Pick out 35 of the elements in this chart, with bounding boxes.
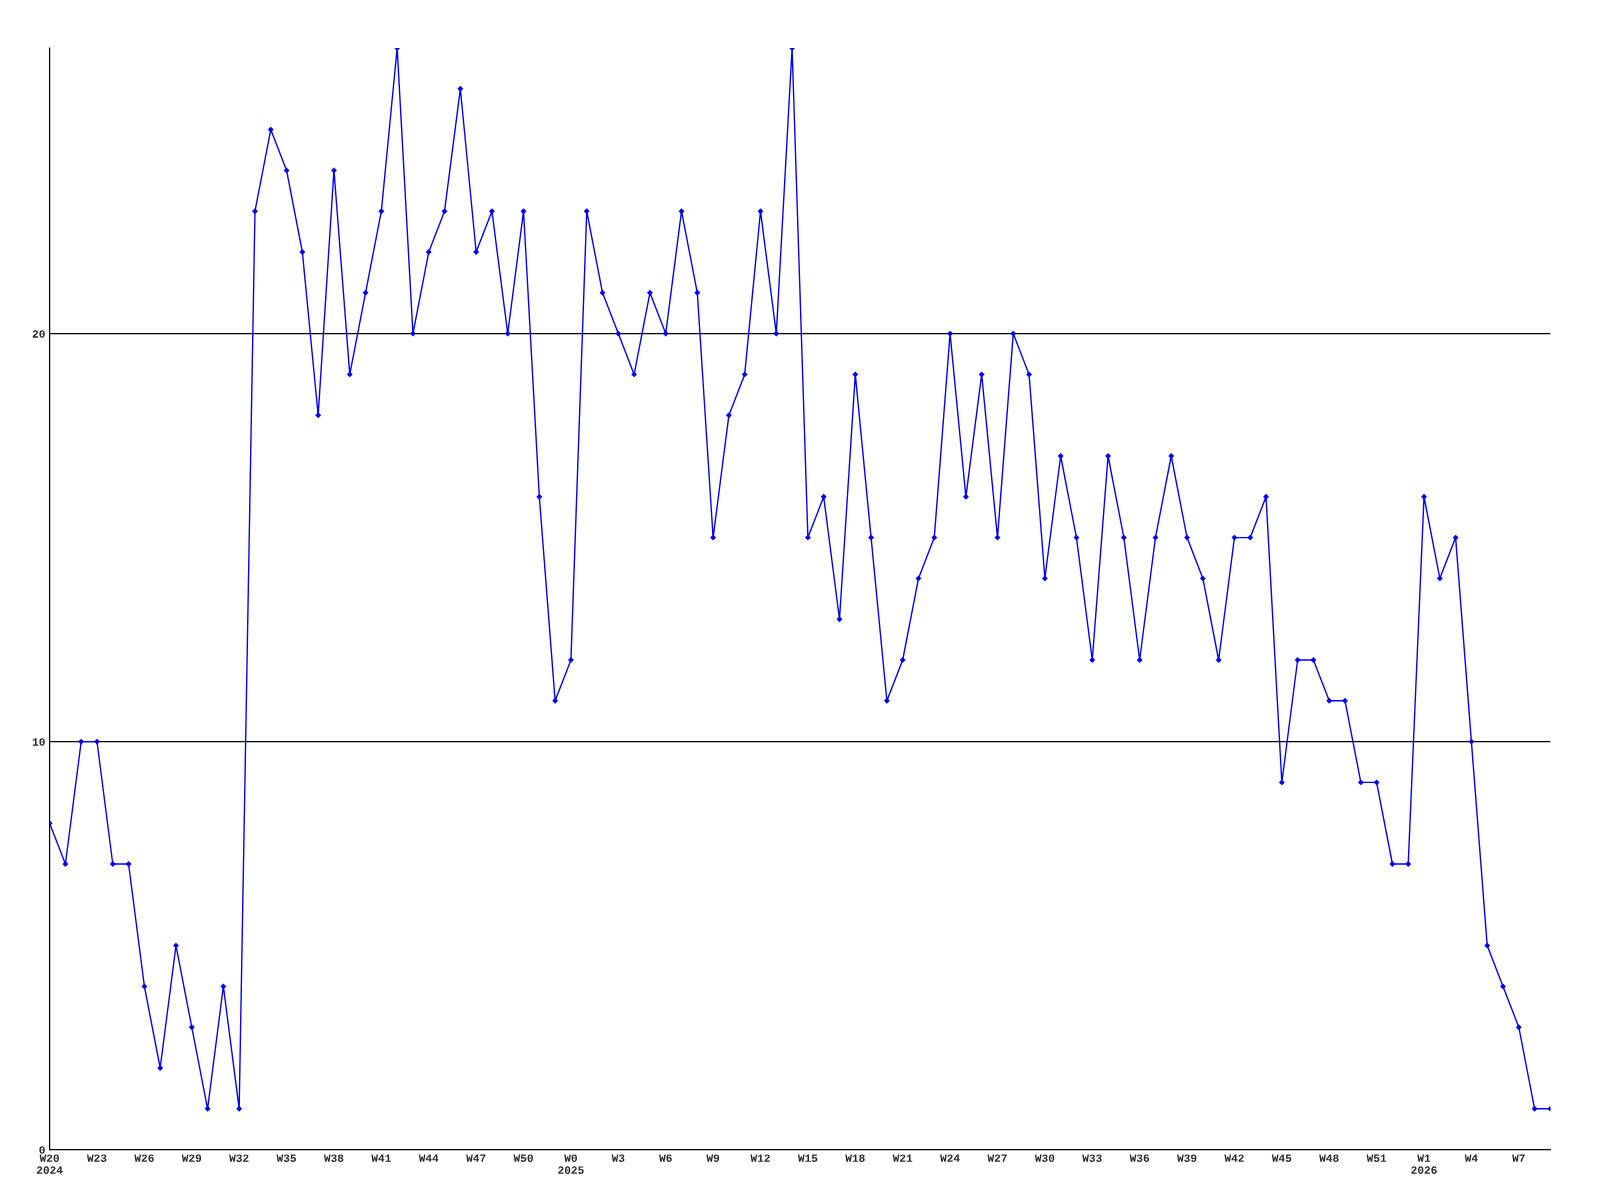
x-tick-label: W26 [134,1154,154,1162]
x-tick-label: W27 [987,1154,1007,1162]
y-tick-label: 20 [32,330,45,338]
x-tick-label: W4 [1464,1154,1478,1162]
x-tick-label: W33 [1082,1154,1102,1162]
x-tick-label: W39 [1177,1154,1197,1162]
x-tick-label: W12 [750,1154,770,1162]
x-tick-label: W15 [797,1154,818,1162]
x-tick-label: W42 [1224,1154,1244,1162]
x-tick-label: W23 [86,1154,107,1162]
x-tick-label: W36 [1129,1154,1150,1162]
x-tick-label: W44 [418,1154,439,1162]
y-tick-label: 0 [39,1146,45,1154]
x-tick-label: W41 [371,1154,391,1162]
x-tick-label: W9 [706,1154,720,1162]
x-tick-label: W21 [892,1154,913,1162]
x-tick-label: W50 [513,1154,533,1162]
x-tick-label: W1 2026 [1411,1154,1437,1174]
x-tick-label: W24 [940,1154,960,1162]
y-tick-label: 10 [32,738,45,746]
x-tick-label: W47 [466,1154,486,1162]
x-tick-label: W6 [659,1154,672,1162]
x-tick-label: W3 [611,1154,625,1162]
x-tick-label: W45 [1271,1154,1292,1162]
x-tick-label: W38 [323,1154,344,1162]
x-tick-label: W18 [845,1154,865,1162]
x-tick-label: W20 2024 [36,1154,63,1174]
x-tick-label: W35 [276,1154,296,1162]
x-tick-label: W30 [1034,1154,1055,1162]
x-tick-label: W51 [1366,1154,1387,1162]
x-tick-label: W48 [1319,1154,1339,1162]
x-tick-label: W7 [1512,1154,1525,1162]
x-tick-label: W32 [229,1154,249,1162]
x-tick-label: W0 2025 [558,1154,584,1174]
x-tick-label: W29 [181,1154,202,1162]
